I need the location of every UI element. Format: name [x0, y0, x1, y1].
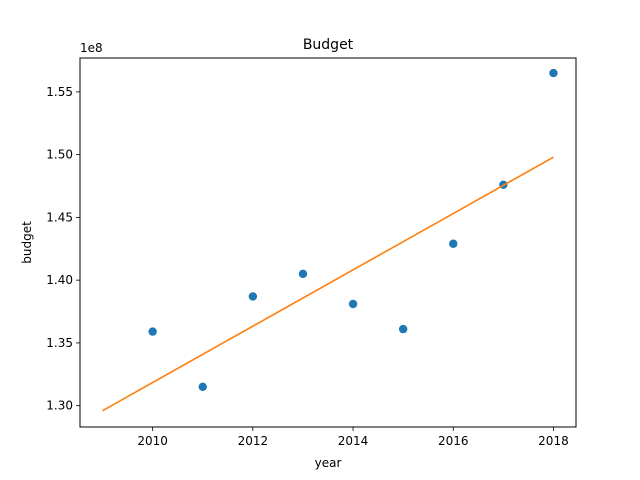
axes-frame [79, 57, 577, 428]
y-axis-label: budget [20, 221, 34, 264]
y-tick-label: 1.55 [46, 85, 73, 99]
x-tick-label: 2012 [238, 434, 269, 448]
plot-area [102, 68, 558, 412]
data-point [348, 299, 358, 309]
trend-line [102, 156, 554, 412]
data-point [449, 239, 458, 248]
y-tick-label: 1.35 [46, 336, 73, 350]
data-point [198, 382, 207, 392]
x-axis-label: year [315, 456, 342, 470]
x-tick-label: 2018 [538, 434, 569, 448]
y-tick-label: 1.30 [46, 399, 73, 413]
y-offset-label: 1e8 [80, 41, 103, 55]
x-tick-label: 2010 [137, 434, 168, 448]
y-tick-label: 1.40 [46, 273, 73, 287]
data-point [398, 324, 408, 334]
data-point [248, 292, 258, 301]
x-tick-label: 2014 [338, 434, 369, 448]
y-tick-label: 1.45 [46, 210, 73, 224]
data-point [298, 269, 308, 279]
chart-title: Budget [303, 37, 354, 53]
data-point [148, 327, 157, 336]
y-tick-label: 1.50 [46, 148, 73, 162]
x-tick-label: 2016 [438, 434, 469, 448]
data-point [549, 68, 558, 78]
